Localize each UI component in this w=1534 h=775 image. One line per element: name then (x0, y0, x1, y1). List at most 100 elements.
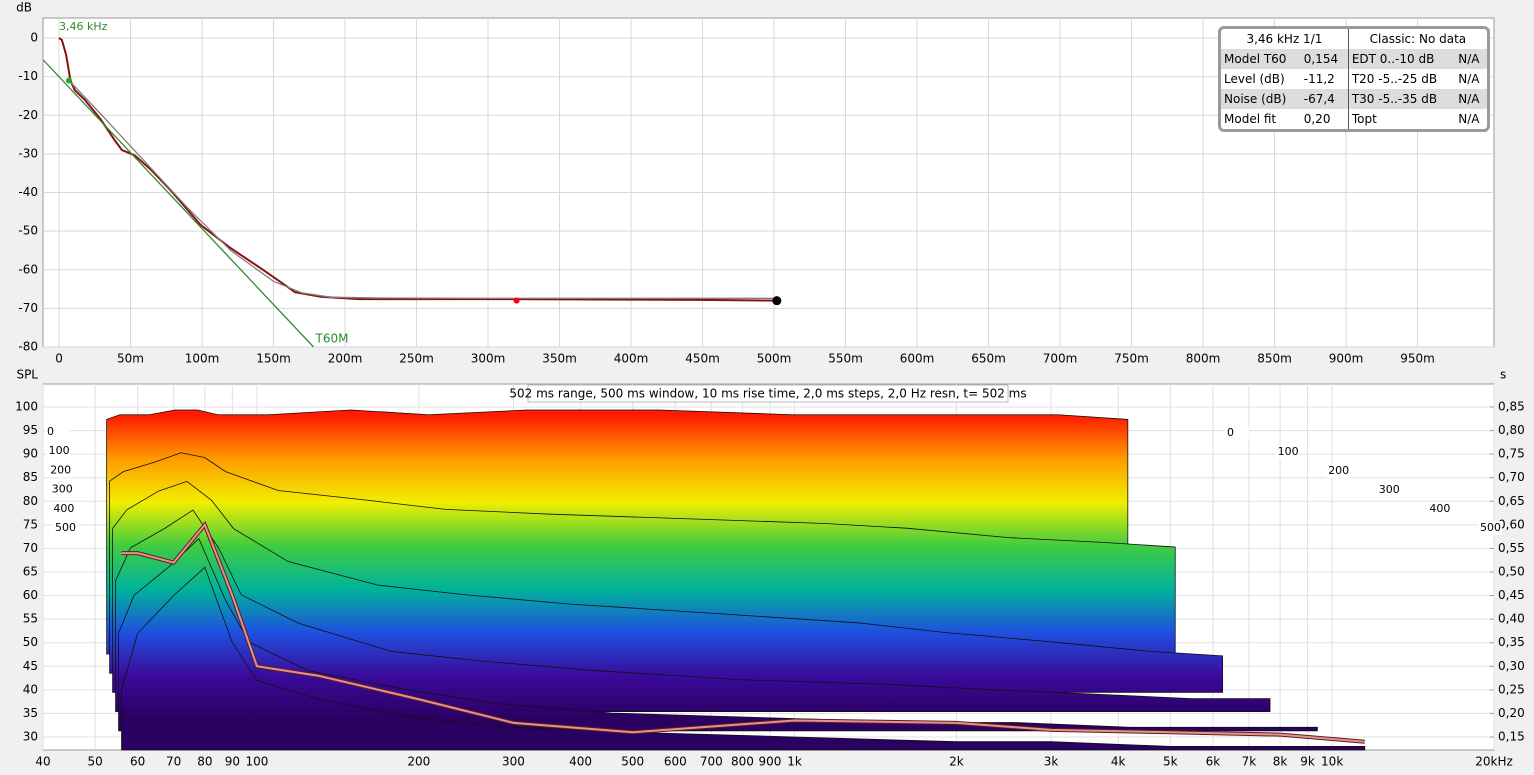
cell: Noise (dB) (1221, 89, 1301, 109)
header-cell: 3,46 kHz 1/1 (1246, 32, 1323, 46)
x-tick-label: 1k (787, 755, 802, 769)
x-tick-label: 700m (1043, 352, 1078, 366)
y2-tick-label: 0,45 (1498, 588, 1525, 602)
x-tick-label: 7k (1242, 755, 1257, 769)
x-tick-label: 4k (1111, 755, 1126, 769)
z-tick-label: 300 (52, 483, 73, 496)
cell: Model fit (1224, 112, 1277, 126)
info-table: 3,46 kHz 1/1 Classic: No data Model T60 0,… (1218, 26, 1490, 132)
cell: N/A (1458, 112, 1480, 126)
y2-tick-label: 0,30 (1498, 659, 1525, 673)
y-tick-label: -20 (18, 108, 38, 122)
z-tick-label: 400 (53, 502, 74, 515)
z-tick-label: 200 (1328, 464, 1349, 477)
y-tick-label: 100 (15, 400, 38, 414)
x-tick-label: 20kHz (1475, 755, 1513, 769)
y-tick-label: 65 (23, 564, 38, 578)
x-tick-label: 950m (1400, 352, 1435, 366)
y2-tick-label: 0,75 (1498, 447, 1525, 461)
x-tick-label: 200m (328, 352, 363, 366)
cell: 0,20 (1303, 112, 1331, 126)
x-tick-label: 500 (621, 755, 644, 769)
x-tick-label: 70 (166, 755, 181, 769)
cell: -67,4 (1300, 89, 1349, 109)
cell: T30 -5..-35 dB (1347, 89, 1456, 109)
x-tick-label: 900 (758, 755, 781, 769)
y-tick-label: 95 (23, 423, 38, 437)
slice (115, 509, 1271, 712)
title-bg (527, 384, 1009, 403)
z-tick-label: 200 (50, 463, 71, 476)
label-bg (48, 463, 73, 478)
row: Level (dB) -11,2 T20 -5..-25 dB N/A (1221, 69, 1487, 89)
label-bg (1225, 426, 1249, 440)
x-tick-label: 80 (197, 755, 212, 769)
marker (513, 297, 520, 304)
cell: EDT 0..-10 dB (1347, 49, 1456, 69)
y-tick-label: 45 (23, 659, 38, 673)
y-tick-label: -10 (18, 69, 38, 83)
series-line (43, 59, 315, 347)
label-bg (1326, 464, 1351, 478)
z-tick-label: 500 (1480, 521, 1501, 534)
annotation: 3,46 kHz (59, 20, 108, 33)
y-tick-label: 50 (23, 635, 38, 649)
slice (112, 480, 1224, 693)
y-tick-label: 30 (23, 729, 38, 743)
x-tick-label: 400m (614, 352, 649, 366)
y2-tick-label: 0,25 (1498, 682, 1525, 696)
x-tick-label: 800 (731, 755, 754, 769)
x-tick-label: 10k (1321, 755, 1343, 769)
row: Noise (dB) -67,4 T30 -5..-35 dB N/A (1221, 89, 1487, 109)
slice (121, 566, 1366, 751)
x-tick-label: 100m (185, 352, 220, 366)
label-bg (1427, 502, 1452, 516)
header-row: 3,46 kHz 1/1 Classic: No data (1221, 29, 1487, 49)
y2-axis-label: s (1500, 368, 1506, 382)
x-tick-label: 400 (569, 755, 592, 769)
x-tick-label: 800m (1186, 352, 1221, 366)
z-tick-label: 400 (1429, 502, 1450, 515)
x-tick-label: 600 (664, 755, 687, 769)
z-tick-label: 300 (1379, 483, 1400, 496)
y-tick-label: -30 (18, 146, 38, 160)
x-tick-label: 250m (399, 352, 434, 366)
x-tick-label: 5k (1163, 755, 1178, 769)
x-tick-label: 50m (117, 352, 144, 366)
x-tick-label: 700 (700, 755, 723, 769)
y-tick-label: 70 (23, 541, 38, 555)
x-tick-label: 750m (1114, 352, 1149, 366)
label-bg (45, 425, 69, 439)
x-tick-label: 40 (35, 755, 50, 769)
label-bg (49, 482, 74, 497)
x-tick-label: 3k (1044, 755, 1059, 769)
x-tick-label: 900m (1329, 352, 1364, 366)
x-tick-label: 600m (900, 352, 935, 366)
cell: Model T60 (1221, 49, 1301, 69)
label-bg (1478, 521, 1502, 535)
row: Model T60 0,154 EDT 0..-10 dB N/A (1221, 49, 1487, 69)
y-axis-label: dB (16, 1, 32, 15)
x-tick-label: 0 (55, 352, 63, 366)
highlight-line (121, 522, 1365, 743)
series-line (68, 80, 779, 299)
chart-title: 502 ms range, 500 ms window, 10 ms rise … (509, 387, 1026, 401)
series-label: T60M (315, 332, 349, 346)
z-tick-label: 100 (1278, 445, 1299, 458)
y2-tick-label: 0,70 (1498, 470, 1525, 484)
table: 3,46 kHz 1/1 Classic: No data Model T60 0,… (1221, 29, 1487, 129)
label-bg (53, 521, 77, 535)
cell: N/A (1455, 89, 1487, 109)
z-tick-label: 500 (55, 521, 76, 534)
y-tick-label: 80 (23, 494, 38, 508)
z-tick-label: 0 (47, 425, 54, 438)
y-tick-label: -80 (18, 340, 38, 354)
x-tick-label: 500m (757, 352, 792, 366)
z-tick-label: 0 (1227, 426, 1234, 439)
y-tick-label: 75 (23, 517, 38, 531)
y2-tick-label: 0,35 (1498, 635, 1525, 649)
cell: N/A (1455, 49, 1487, 69)
y2-tick-label: 0,40 (1498, 612, 1525, 626)
x-tick-label: 550m (828, 352, 863, 366)
